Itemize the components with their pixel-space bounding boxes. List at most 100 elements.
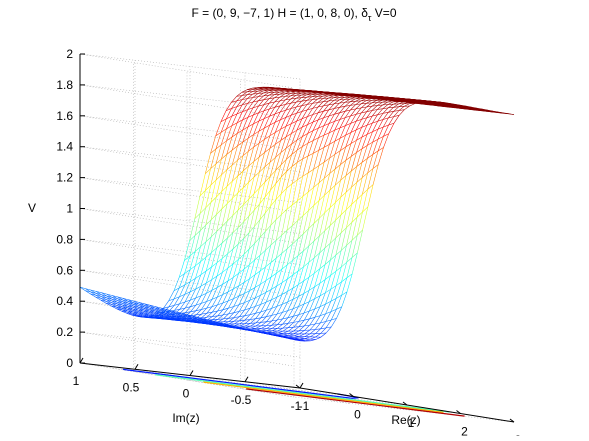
mesh-segment bbox=[238, 156, 243, 176]
mesh-segment bbox=[336, 215, 341, 238]
mesh-segment bbox=[243, 127, 248, 142]
mesh-segment bbox=[249, 243, 254, 264]
mesh-segment bbox=[222, 186, 227, 209]
mesh-segment bbox=[227, 198, 232, 221]
mesh-segment bbox=[509, 114, 514, 115]
mesh-segment bbox=[249, 177, 254, 199]
mesh-segment bbox=[228, 233, 233, 254]
mesh-segment bbox=[260, 231, 265, 255]
mesh-segment bbox=[190, 266, 195, 282]
mesh-segment bbox=[190, 219, 195, 241]
mesh-segment bbox=[233, 210, 238, 233]
mesh-segment bbox=[222, 170, 227, 192]
mesh-segment bbox=[341, 176, 346, 198]
grid-line-z bbox=[80, 147, 300, 181]
mesh-segment bbox=[238, 205, 243, 228]
mesh-segment bbox=[330, 238, 335, 260]
mesh-segment bbox=[223, 268, 228, 284]
mesh-segment bbox=[314, 236, 319, 258]
mesh-segment bbox=[195, 196, 200, 219]
mesh-segment bbox=[300, 338, 305, 339]
mesh-segment bbox=[227, 150, 232, 170]
z-tick-label: 0 bbox=[66, 356, 73, 370]
mesh-segment bbox=[195, 231, 200, 252]
mesh-segment bbox=[222, 254, 227, 272]
mesh-segment bbox=[195, 213, 200, 235]
mesh-segment bbox=[265, 136, 270, 153]
y-tick-label: 0 bbox=[183, 387, 190, 401]
mesh-segment bbox=[330, 220, 335, 243]
mesh-segment bbox=[314, 253, 319, 273]
mesh-segment bbox=[259, 139, 264, 157]
mesh-segment bbox=[309, 241, 314, 262]
mesh-segment bbox=[362, 145, 367, 162]
mesh-segment bbox=[206, 280, 211, 294]
mesh-segment bbox=[206, 185, 211, 208]
mesh-segment bbox=[320, 248, 325, 269]
surface-mesh bbox=[80, 87, 514, 341]
mesh-segment bbox=[336, 250, 341, 271]
mesh-segment bbox=[216, 132, 221, 149]
x-tick-label: -1 bbox=[299, 399, 310, 413]
z-tick-label: 1.2 bbox=[56, 171, 73, 185]
mesh-segment bbox=[319, 178, 324, 200]
mesh-segment bbox=[282, 231, 287, 254]
mesh-segment bbox=[293, 239, 298, 260]
mesh-segment bbox=[228, 216, 233, 238]
mesh-segment bbox=[179, 261, 184, 278]
y-tick-mark bbox=[245, 377, 248, 382]
mesh-segment bbox=[310, 334, 315, 337]
mesh-segment bbox=[200, 208, 205, 231]
mesh-segment bbox=[325, 243, 330, 264]
mesh-segment bbox=[254, 143, 259, 161]
mesh-segment bbox=[227, 165, 232, 186]
mesh-segment bbox=[217, 209, 222, 232]
mesh-segment bbox=[276, 194, 281, 220]
z-tick-labels: 00.20.40.60.811.21.41.61.82 bbox=[56, 47, 85, 370]
mesh-segment bbox=[239, 269, 244, 286]
mesh-segment bbox=[340, 147, 345, 165]
mesh-segment bbox=[316, 333, 321, 337]
mesh-segment bbox=[250, 260, 255, 279]
mesh-segment bbox=[206, 203, 211, 226]
mesh-segment bbox=[310, 337, 315, 339]
mesh-segment bbox=[255, 255, 260, 275]
y-tick-label: 0.5 bbox=[123, 380, 140, 394]
mesh-segment bbox=[271, 240, 276, 262]
mesh-segment bbox=[316, 337, 321, 339]
mesh-segment bbox=[325, 208, 330, 231]
mesh-segment bbox=[352, 235, 357, 257]
mesh-segment bbox=[228, 249, 233, 268]
mesh-segment bbox=[352, 199, 357, 222]
grid-line-y bbox=[300, 79, 514, 422]
mesh-segment bbox=[298, 251, 303, 271]
mesh-segment bbox=[239, 239, 244, 260]
mesh-segment bbox=[265, 148, 270, 167]
mesh-segment bbox=[294, 331, 299, 334]
grid-line-z bbox=[80, 239, 300, 273]
y-tick-mark bbox=[135, 364, 138, 369]
mesh-segment bbox=[251, 329, 256, 330]
mesh-segment bbox=[222, 238, 227, 258]
mesh-segment bbox=[294, 334, 299, 336]
mesh-segment bbox=[342, 262, 347, 282]
mesh-segment bbox=[331, 255, 336, 275]
mesh-segment bbox=[357, 212, 362, 235]
mesh-segment bbox=[278, 331, 283, 333]
mesh-segment bbox=[233, 227, 238, 249]
z-tick-label: 1 bbox=[66, 202, 73, 216]
mesh-segment bbox=[330, 185, 335, 208]
mesh-segment bbox=[174, 277, 179, 290]
grid-lines bbox=[80, 54, 514, 422]
mesh-segment bbox=[314, 218, 319, 241]
mesh-segment bbox=[270, 133, 275, 149]
mesh-segment bbox=[330, 169, 335, 190]
mesh-segment bbox=[319, 213, 324, 236]
mesh-segment bbox=[233, 244, 238, 264]
mesh-segment bbox=[270, 144, 275, 162]
mesh-segment bbox=[289, 335, 294, 336]
mesh-segment bbox=[362, 173, 367, 194]
mesh-segment bbox=[304, 246, 309, 267]
mesh-segment bbox=[293, 256, 298, 275]
z-tick-label: 1.8 bbox=[56, 78, 73, 92]
